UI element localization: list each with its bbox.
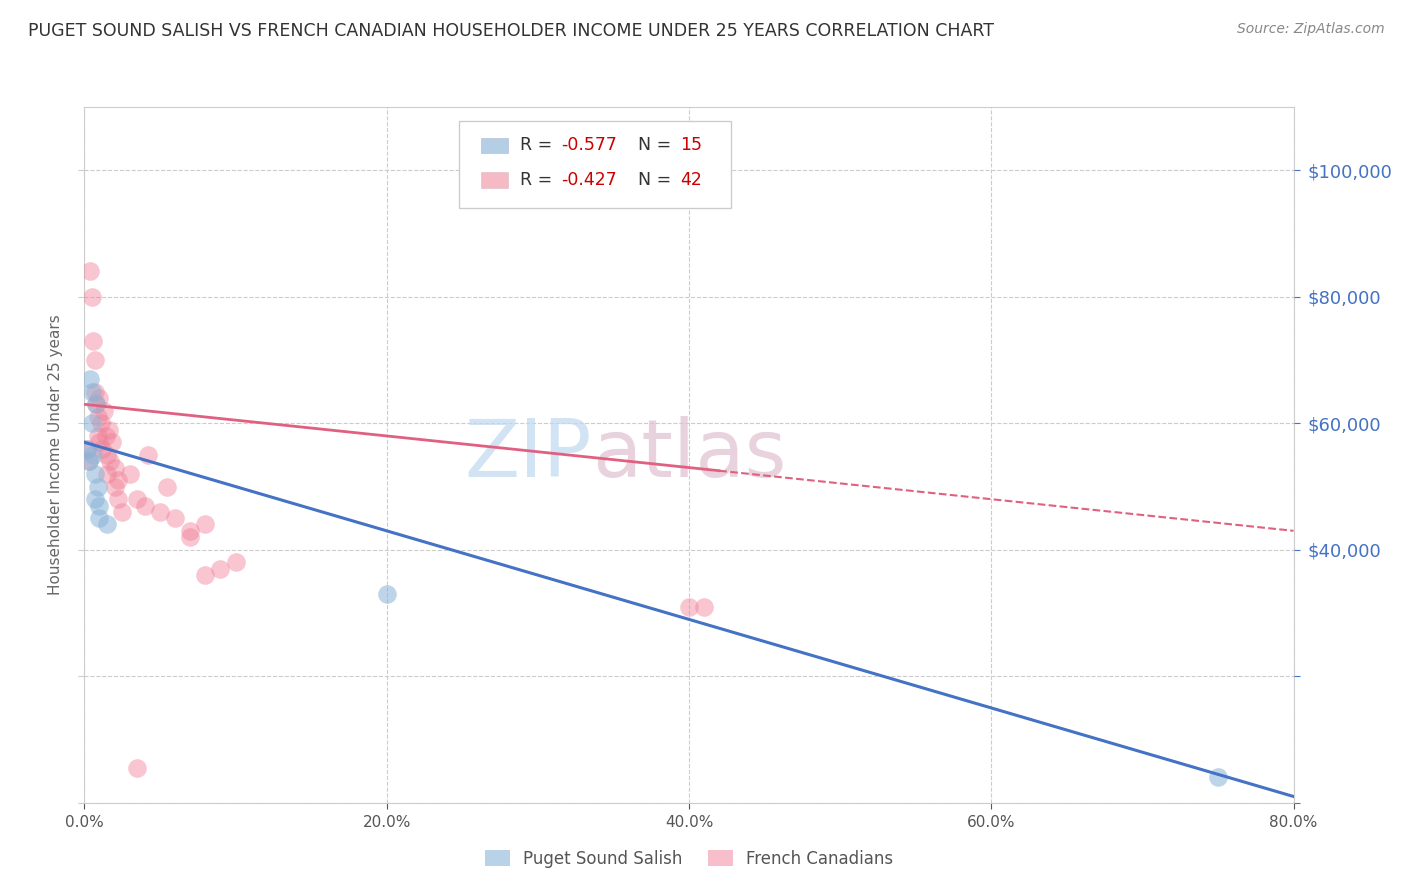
Text: 15: 15 [681,136,703,154]
Point [107,473,129,487]
Point [84,467,107,481]
Text: R =: R = [520,136,557,154]
Point [693,599,716,614]
Point [82,334,104,348]
Point [104,479,127,493]
Text: N =: N = [638,136,676,154]
Point [100,435,122,450]
Point [84,492,107,507]
Point [111,505,134,519]
Point [149,505,172,519]
Point [89,391,111,405]
Point [87,429,110,443]
Point [209,562,232,576]
FancyBboxPatch shape [460,121,731,208]
Point [77,454,100,468]
Point [80,290,103,304]
Point [80,417,103,431]
Point [179,530,201,544]
Text: R =: R = [520,171,557,189]
FancyBboxPatch shape [481,172,508,187]
Text: -0.577: -0.577 [561,136,617,154]
Point [156,479,179,493]
Point [86,397,108,411]
Text: Source: ZipAtlas.com: Source: ZipAtlas.com [1237,22,1385,37]
Point [375,587,398,601]
Point [84,353,107,368]
Point [87,479,110,493]
Point [94,429,117,443]
Point [80,384,103,399]
Point [194,517,217,532]
Text: PUGET SOUND SALISH VS FRENCH CANADIAN HOUSEHOLDER INCOME UNDER 25 YEARS CORRELAT: PUGET SOUND SALISH VS FRENCH CANADIAN HO… [28,22,994,40]
Point [134,499,156,513]
Point [90,417,112,431]
FancyBboxPatch shape [481,137,508,153]
Point [165,511,187,525]
Point [79,372,101,386]
Point [87,409,110,424]
Point [76,442,98,456]
Point [179,524,201,538]
Point [127,492,149,507]
Point [127,761,149,775]
Point [96,517,118,532]
Point [79,264,101,278]
Text: ZIP: ZIP [465,416,592,494]
Point [96,448,118,462]
Point [84,384,107,399]
Point [89,435,111,450]
Y-axis label: Householder Income Under 25 years: Householder Income Under 25 years [48,315,63,595]
Point [194,568,217,582]
Point [97,423,120,437]
Point [89,511,111,525]
Point [77,454,100,468]
Legend: Puget Sound Salish, French Canadians: Puget Sound Salish, French Canadians [478,843,900,874]
Text: 42: 42 [681,171,703,189]
Point [89,499,111,513]
Point [76,442,98,456]
Point [91,442,114,456]
Point [225,556,247,570]
Point [98,454,121,468]
Point [118,467,141,481]
Text: -0.427: -0.427 [561,171,616,189]
Point [86,397,108,411]
Text: atlas: atlas [592,416,786,494]
Point [107,492,129,507]
Point [136,448,159,462]
Point [96,467,118,481]
Point [93,403,115,417]
Point [1206,771,1229,785]
Point [82,448,104,462]
Point [678,599,700,614]
Text: N =: N = [638,171,676,189]
Point [104,460,127,475]
